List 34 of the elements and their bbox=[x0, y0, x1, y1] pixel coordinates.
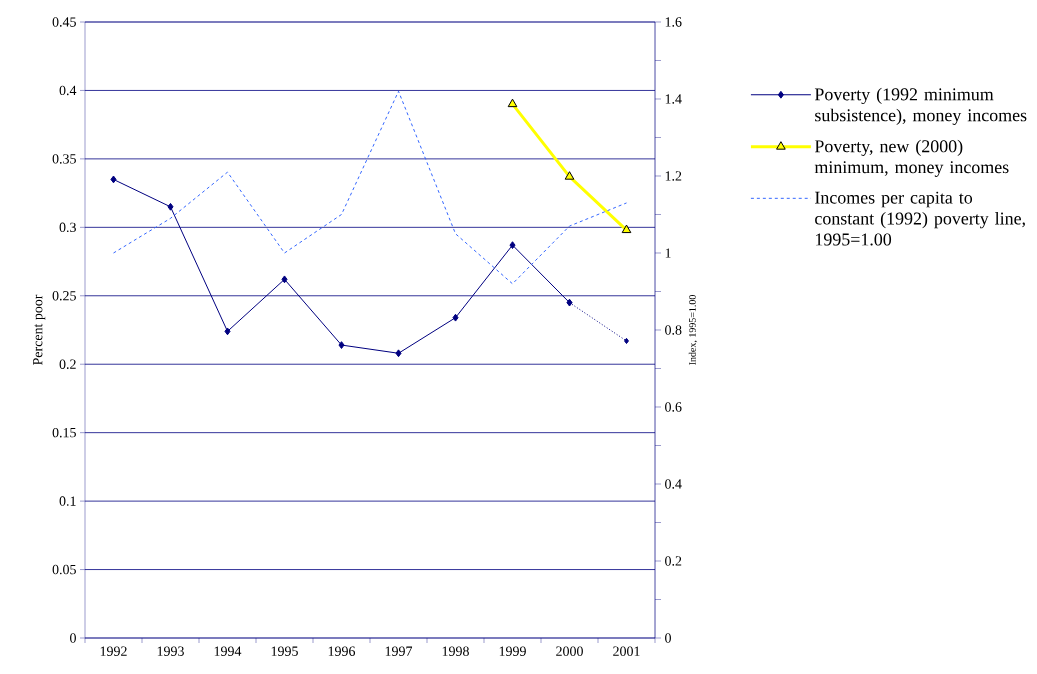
y-tick-label: 0.4 bbox=[59, 85, 77, 96]
x-tick-label: 1992 bbox=[100, 646, 127, 656]
legend-label: Incomes per capita to constant (1992) poverty line, 1995=1.00 bbox=[815, 191, 1025, 246]
x-tick-label: 1995 bbox=[271, 646, 298, 656]
y2-tick-label: 0.6 bbox=[665, 402, 682, 412]
x-tick-label: 1998 bbox=[442, 646, 469, 656]
x-tick-label: 1993 bbox=[157, 646, 184, 656]
y-tick-label: 0.45 bbox=[52, 17, 76, 27]
y-tick-label: 0.05 bbox=[52, 564, 76, 575]
x-tick-label: 1994 bbox=[214, 646, 242, 656]
y-tick-label: 0.35 bbox=[52, 154, 76, 164]
y2-tick-label: 0.4 bbox=[665, 479, 682, 489]
y-tick-label: 0.1 bbox=[59, 496, 76, 506]
y2-tick-label: 1.2 bbox=[665, 171, 682, 181]
x-tick-label: 1997 bbox=[385, 646, 413, 656]
y2-axis-title: Index, 1995=1.00 bbox=[688, 295, 698, 365]
y-tick-label: 0.2 bbox=[59, 359, 76, 369]
y-tick-label: 0.15 bbox=[52, 427, 76, 438]
legend-label: Poverty (1992 minimum subsistence), money incomes bbox=[814, 87, 1027, 126]
y-axis-title: Percent poor bbox=[33, 294, 46, 366]
y2-tick-label: 1.4 bbox=[665, 94, 682, 104]
y2-tick-label: 0 bbox=[665, 633, 671, 643]
x-tick-label: 2000 bbox=[556, 646, 583, 656]
x-tick-label: 1999 bbox=[499, 646, 526, 656]
y2-tick-label: 0.8 bbox=[665, 325, 682, 335]
y2-tick-label: 1.6 bbox=[665, 17, 682, 27]
y2-tick-label: 0.2 bbox=[665, 556, 682, 566]
legend-label: Poverty, new (2000) minimum, money incomes bbox=[814, 139, 1009, 177]
x-tick-label: 2001 bbox=[613, 646, 640, 656]
y-tick-label: 0.25 bbox=[52, 291, 76, 301]
y2-tick-label: 1 bbox=[665, 248, 671, 258]
y-tick-label: 0 bbox=[70, 633, 76, 643]
y-tick-label: 0.3 bbox=[59, 222, 76, 233]
x-tick-label: 1996 bbox=[328, 646, 356, 656]
